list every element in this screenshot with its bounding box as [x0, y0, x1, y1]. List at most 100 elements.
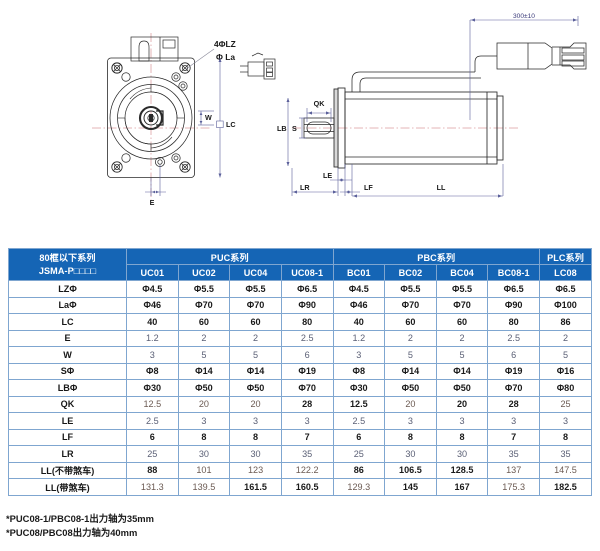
- dim-qk: [306, 108, 332, 122]
- spec-table-body: LZΦ Φ4.5 Φ5.5 Φ5.5 Φ6.5 Φ4.5 Φ5.5 Φ5.5 Φ6.5 Φ6.5 L…: [8, 280, 592, 496]
- label-e: E: [150, 198, 155, 207]
- table-cell: Φ14: [177, 362, 231, 380]
- table-cell: 80: [487, 313, 540, 331]
- table-cell: 137: [487, 461, 540, 479]
- corner-header-line1: 80框以下系列: [39, 253, 96, 264]
- dim-e: [145, 165, 166, 196]
- table-row: LaΦ Φ46 Φ70 Φ70 Φ90 Φ46 Φ70 Φ70 Φ90 Φ100: [8, 296, 592, 314]
- table-cell: 167: [435, 478, 489, 496]
- table-cell: 5: [435, 346, 489, 364]
- row-label: LL(不带煞车): [8, 461, 127, 479]
- terminal-box: [130, 36, 179, 62]
- table-cell: Φ4.5: [126, 280, 179, 298]
- table-cell: Φ5.5: [435, 280, 489, 298]
- col-header-bc08-1: BC08-1: [487, 264, 540, 281]
- dim-cable-length: [469, 16, 579, 120]
- table-cell: Φ6.5: [487, 280, 540, 298]
- spec-table-container: 80框以下系列 JSMA-P□□□□ PUC系列 PBC系列 PLC系列 UC0…: [8, 248, 592, 496]
- table-cell: 30: [384, 445, 437, 463]
- col-header-bc02: BC02: [384, 264, 437, 281]
- table-cell: Φ70: [280, 379, 334, 397]
- table-cell: 129.3: [332, 478, 386, 496]
- table-row: LF 6 8 8 7 6 8 8 7 8: [8, 428, 592, 446]
- table-cell: Φ14: [435, 362, 489, 380]
- table-cell: Φ5.5: [384, 280, 437, 298]
- table-row: E 1.2 2 2 2.5 1.2 2 2 2.5 2: [8, 329, 592, 347]
- row-label: QK: [8, 395, 127, 413]
- table-cell: Φ8: [126, 362, 179, 380]
- table-cell: 3: [280, 412, 334, 430]
- table-cell: Φ90: [280, 296, 334, 314]
- table-row: QK 12.5 20 20 28 12.5 20 20 28 25: [8, 395, 592, 413]
- table-cell: 8: [384, 428, 437, 446]
- footnotes: *PUC08-1/PBC08-1出力轴为35mm *PUC08/PBC08出力轴…: [6, 512, 426, 539]
- table-cell: 2: [539, 329, 592, 347]
- table-cell: Φ30: [126, 379, 179, 397]
- table-cell: Φ5.5: [177, 280, 231, 298]
- table-cell: 40: [126, 313, 179, 331]
- table-cell: 20: [435, 395, 489, 413]
- row-label: LE: [8, 412, 127, 430]
- dim-ll: [352, 164, 504, 198]
- table-cell: Φ100: [539, 296, 592, 314]
- hole-callout-leader: [185, 48, 215, 70]
- table-cell: 101: [177, 461, 231, 479]
- col-header-bc04: BC04: [435, 264, 489, 281]
- table-cell: 3: [177, 412, 231, 430]
- dim-w: [198, 110, 214, 126]
- group-header-row: 80框以下系列 JSMA-P□□□□ PUC系列 PBC系列 PLC系列: [8, 248, 592, 281]
- table-cell: 128.5: [435, 461, 489, 479]
- table-row: LBΦ Φ30 Φ50 Φ50 Φ70 Φ30 Φ50 Φ50 Φ70 Φ80: [8, 379, 592, 397]
- table-cell: Φ70: [435, 296, 489, 314]
- table-cell: Φ70: [384, 296, 437, 314]
- table-row: LL(带煞车) 131.3 139.5 161.5 160.5 129.3 145 167 17…: [8, 478, 592, 496]
- dim-lc: [216, 58, 224, 178]
- table-row: LZΦ Φ4.5 Φ5.5 Φ5.5 Φ6.5 Φ4.5 Φ5.5 Φ5.5 Φ6.5 Φ6.5: [8, 280, 592, 298]
- row-label: LBΦ: [8, 379, 127, 397]
- table-cell: 2: [384, 329, 437, 347]
- output-shaft: [303, 117, 335, 139]
- row-label: LZΦ: [8, 280, 127, 298]
- column-header-row: UC01 UC02 UC04 UC08-1 BC01 BC02 BC04 BC0…: [9, 264, 592, 281]
- row-label: SΦ: [8, 362, 127, 380]
- table-cell: 139.5: [177, 478, 231, 496]
- table-cell: 35: [280, 445, 334, 463]
- label-le: LE: [323, 171, 332, 180]
- table-cell: 3: [487, 412, 540, 430]
- table-cell: 147.5: [539, 461, 592, 479]
- dim-lr: [291, 168, 339, 196]
- footnote-2: *PUC08/PBC08出力轴为40mm: [6, 526, 138, 538]
- table-cell: Φ80: [539, 379, 592, 397]
- label-lc: LC: [226, 120, 236, 129]
- table-cell: 5: [177, 346, 231, 364]
- table-cell: 60: [177, 313, 231, 331]
- col-header-uc04: UC04: [229, 264, 282, 281]
- table-cell: 6: [332, 428, 386, 446]
- row-label: E: [8, 329, 127, 347]
- dim-le: [330, 164, 352, 184]
- col-header-bc01: BC01: [332, 264, 386, 281]
- small-connector: [240, 52, 276, 80]
- table-cell: Φ5.5: [229, 280, 282, 298]
- spec-table: 80框以下系列 JSMA-P□□□□ PUC系列 PBC系列 PLC系列 UC0…: [8, 248, 592, 496]
- table-cell: Φ90: [487, 296, 540, 314]
- table-cell: Φ16: [539, 362, 592, 380]
- table-cell: 7: [280, 428, 334, 446]
- table-cell: 2: [229, 329, 282, 347]
- table-cell: Φ19: [487, 362, 540, 380]
- table-cell: 8: [177, 428, 231, 446]
- table-cell: 25: [539, 395, 592, 413]
- table-cell: Φ70: [487, 379, 540, 397]
- dim-lb: [286, 98, 290, 166]
- table-cell: 145: [384, 478, 437, 496]
- table-cell: 2.5: [126, 412, 179, 430]
- table-cell: 8: [539, 428, 592, 446]
- table-cell: 2: [435, 329, 489, 347]
- table-cell: 28: [487, 395, 540, 413]
- flange-ribs: [118, 85, 184, 151]
- table-cell: 3: [229, 412, 282, 430]
- table-cell: 60: [229, 313, 282, 331]
- table-cell: Φ4.5: [332, 280, 386, 298]
- table-cell: 3: [126, 346, 179, 364]
